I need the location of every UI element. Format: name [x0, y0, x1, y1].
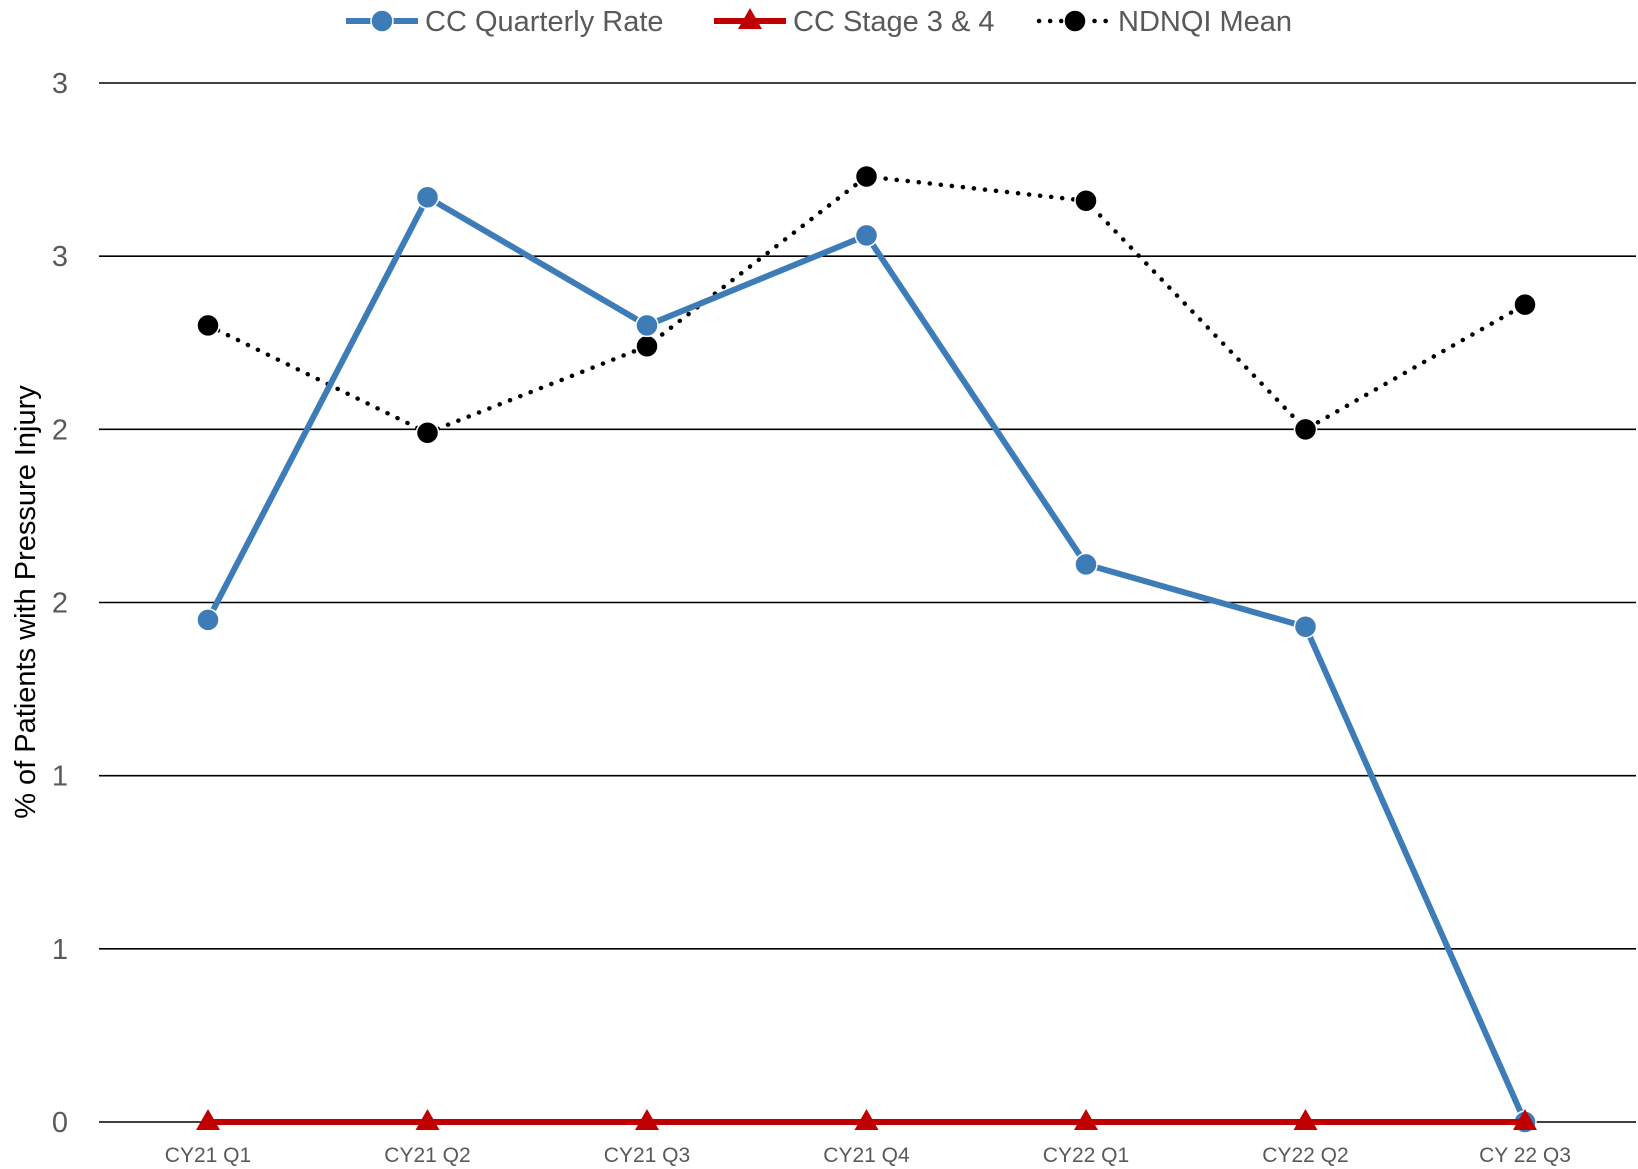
data-point	[1513, 1109, 1537, 1130]
data-point	[1293, 417, 1318, 442]
y-tick-label: 2	[52, 588, 68, 620]
data-point	[635, 1109, 659, 1130]
x-tick-label: CY22 Q1	[1043, 1144, 1129, 1167]
y-tick-label: 2	[52, 414, 68, 446]
gridlines	[99, 82, 1636, 1123]
data-point	[1513, 292, 1537, 317]
data-point	[635, 313, 659, 338]
y-tick-label: 1	[52, 934, 68, 966]
data-point	[1074, 189, 1098, 213]
series-ndnqi-mean	[196, 164, 1537, 445]
series-line	[205, 194, 1528, 1124]
x-axis-ticks: CY21 Q1 CY21 Q2 CY21 Q3 CY21 Q4 CY22 Q1 CY22 …	[165, 1144, 1571, 1167]
legend-marker	[370, 9, 394, 33]
legend-label: CC Quarterly Rate	[425, 6, 664, 38]
legend-label: NDNQI Mean	[1118, 6, 1292, 38]
x-tick-label: CY21 Q1	[165, 1144, 251, 1167]
y-tick-label: 1	[52, 761, 68, 793]
data-point	[635, 334, 659, 358]
data-point	[1074, 1109, 1098, 1130]
legend-marker	[1063, 9, 1087, 33]
legend-entry: CC Stage 3 & 4	[714, 6, 995, 38]
data-point	[854, 1109, 879, 1130]
data-point	[415, 1109, 440, 1130]
data-point	[1293, 614, 1318, 639]
data-point	[196, 1109, 220, 1130]
data-point	[196, 313, 220, 338]
y-tick-label: 0	[52, 1107, 68, 1139]
legend-marker	[738, 8, 762, 29]
x-tick-label: CY22 Q2	[1262, 1144, 1348, 1167]
data-point	[415, 185, 440, 210]
data-point	[196, 608, 220, 632]
y-tick-label: 3	[52, 68, 68, 100]
y-axis-ticks: 0 1 1 2 2 3 3	[52, 68, 68, 1139]
y-axis-label: % of Patients with Pressure Injury	[10, 385, 42, 819]
legend-label: CC Stage 3 & 4	[793, 6, 995, 38]
x-tick-label: CY21 Q4	[823, 1144, 910, 1167]
legend: CC Quarterly Rate CC Stage 3 & 4 NDNQI Mea…	[346, 6, 1292, 38]
legend-entry: CC Quarterly Rate	[346, 6, 664, 38]
series-layer	[196, 164, 1537, 1134]
series-line	[205, 174, 1528, 436]
data-point	[415, 421, 440, 445]
x-tick-label: CY 22 Q3	[1479, 1144, 1571, 1167]
data-point	[854, 223, 879, 248]
x-tick-label: CY21 Q2	[384, 1144, 470, 1167]
data-point	[854, 164, 879, 189]
x-tick-label: CY21 Q3	[604, 1144, 690, 1167]
series-cc-quarterly-rate	[196, 185, 1537, 1134]
series-cc-stage-3-4	[196, 1109, 1537, 1130]
data-point	[1293, 1109, 1318, 1130]
y-tick-label: 3	[52, 241, 68, 273]
data-point	[1074, 552, 1098, 577]
legend-entry: NDNQI Mean	[1036, 6, 1292, 38]
